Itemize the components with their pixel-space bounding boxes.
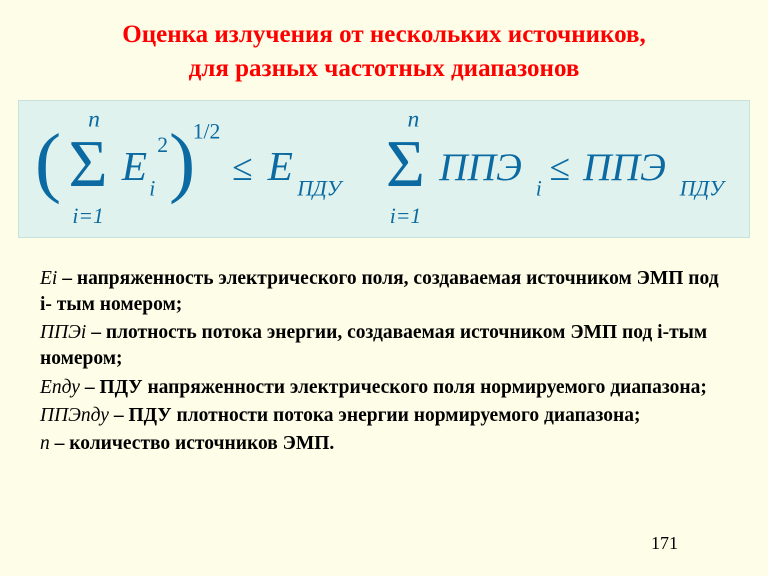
sum2-lower-i: i=1 [390,204,422,228]
legend-def-5: – количество источников ЭМП. [50,433,335,454]
sigma-1: Σ [68,125,107,200]
legend-def-1: – напряженность электрического поля, соз… [40,268,719,315]
E-var: E [121,142,147,188]
legend-term-4: ППЭпду [40,405,109,426]
legend-row-4: ППЭпду – ПДУ плотности потока энергии но… [40,403,728,429]
legend-def-3: – ПДУ напряженности электрического поля … [80,377,707,398]
legend-def-2: – плотность потока энергии, создаваемая … [40,322,707,369]
ppe-pdu: ППЭ [582,144,666,188]
E-pdu-sub: ПДУ [296,176,343,200]
leq-2: ≤ [550,147,571,188]
legend-row-1: Ei – напряженность электрического поля, … [40,266,728,319]
legend-row-3: Епду – ПДУ напряженности электрического … [40,375,728,401]
ppe-pdu-sub: ПДУ [679,176,726,200]
sum-lower-i: i=1 [72,204,104,228]
E-pdu: E [267,142,293,188]
leq-1: ≤ [232,147,253,188]
legend-row-5: n – количество источников ЭМП. [40,431,728,457]
legend-term-1: Ei [40,268,57,289]
exp-half: 1/2 [193,119,221,143]
legend-term-5: n [40,433,50,454]
page-number: 171 [651,533,678,554]
formula-1: n Σ i=1 ( E i 2 ) 1/2 ≤ E [29,104,374,234]
legend-term-2: ППЭi [40,322,86,343]
lparen: ( [35,118,61,205]
formula-wrap: n Σ i=1 ( E i 2 ) 1/2 ≤ E [19,101,749,237]
formula-2: n Σ i=1 ППЭ i ≤ ППЭ ПДУ [374,104,739,234]
ppe-sub: i [536,176,542,200]
sigma-2: Σ [386,125,425,200]
title-line-1: Оценка излучения от нескольких источнико… [122,21,645,48]
legend-def-4: – ПДУ плотности потока энергии нормируем… [109,405,641,426]
ppe-var: ППЭ [438,144,522,188]
title-line-2: для разных частотных диапазонов [189,55,580,82]
legend-term-3: Епду [40,377,80,398]
rparen: ) [169,118,195,205]
legend-row-2: ППЭi – плотность потока энергии, создава… [40,320,728,373]
E-sub: i [149,176,155,200]
slide-title: Оценка излучения от нескольких источнико… [0,0,768,94]
E-pow: 2 [157,133,168,157]
formula-box: n Σ i=1 ( E i 2 ) 1/2 ≤ E [18,100,750,238]
legend-block: Ei – напряженность электрического поля, … [0,238,768,458]
